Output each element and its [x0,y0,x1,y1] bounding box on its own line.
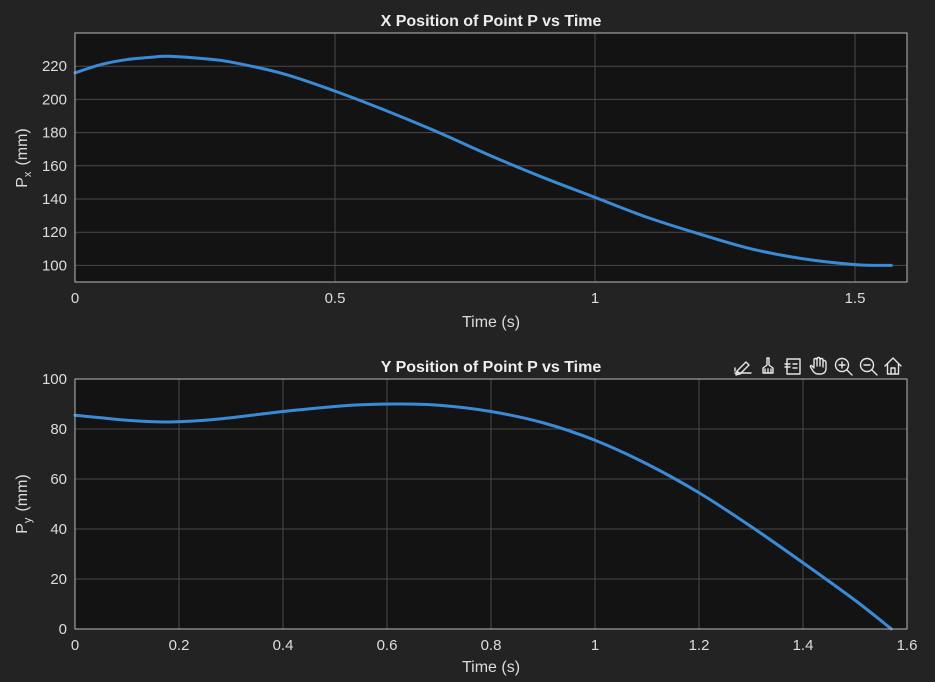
x-tick-label: 1.2 [689,637,710,654]
x-tick-label: 0 [71,637,79,654]
x-tick-label: 1.6 [897,637,918,654]
zoom-in-icon[interactable] [833,356,853,376]
y-tick-label: 40 [50,521,67,538]
home-icon[interactable] [883,356,903,376]
axes-x-position[interactable]: 0 0.5 1 1.5 100 120 140 160 180 200 220 X Positio… [14,13,908,331]
y-tick-labels: 0 20 40 60 80 100 [42,371,67,638]
restore-view-icon[interactable] [783,356,803,376]
pan-hand-icon[interactable] [808,356,828,376]
chart-title: Y Position of Point P vs Time [381,359,602,376]
axes-frame [74,32,908,283]
y-tick-label: 80 [50,421,67,438]
x-tick-label: 0.5 [325,290,346,307]
brush-icon[interactable] [758,356,778,376]
x-tick-labels: 0 0.2 0.4 0.6 0.8 1 1.2 1.4 1.6 [71,637,918,654]
grid-lines [74,33,907,282]
y-tick-label: 160 [42,158,67,175]
x-tick-label: 1.4 [793,637,814,654]
zoom-out-icon[interactable] [858,356,878,376]
y-axis-label: Px(mm) [14,128,34,187]
y-tick-label: 100 [42,371,67,388]
y-axis-label: Py(mm) [14,474,34,533]
series-line [73,402,893,631]
axes-y-position[interactable]: 0 0.2 0.4 0.6 0.8 1 1.2 1.4 1.6 0 20 40 60 80 100 Y P… [14,359,917,676]
data-tip-icon[interactable] [733,356,753,376]
x-tick-label: 0.4 [273,637,294,654]
x-tick-labels: 0 0.5 1 1.5 [71,290,866,307]
x-tick-label: 1.5 [845,290,866,307]
y-tick-label: 220 [42,58,67,75]
y-tick-label: 100 [42,257,67,274]
x-tick-label: 0.6 [377,637,398,654]
x-tick-label: 1 [591,637,599,654]
x-axis-label: Time (s) [462,314,520,331]
plot-area [75,33,907,282]
y-tick-label: 200 [42,91,67,108]
y-tick-label: 20 [50,571,67,588]
y-tick-labels: 100 120 140 160 180 200 220 [42,58,67,274]
x-tick-label: 0.2 [169,637,190,654]
series-line [73,54,893,267]
axes-frame [74,378,908,630]
x-tick-label: 0.8 [481,637,502,654]
axes-toolbar [733,356,903,376]
y-tick-label: 120 [42,224,67,241]
x-tick-label: 1 [591,290,599,307]
x-axis-label: Time (s) [462,659,520,676]
x-tick-label: 0 [71,290,79,307]
y-tick-label: 60 [50,471,67,488]
chart-title: X Position of Point P vs Time [381,13,602,30]
y-tick-label: 0 [59,621,67,638]
y-tick-label: 180 [42,125,67,142]
y-tick-label: 140 [42,191,67,208]
